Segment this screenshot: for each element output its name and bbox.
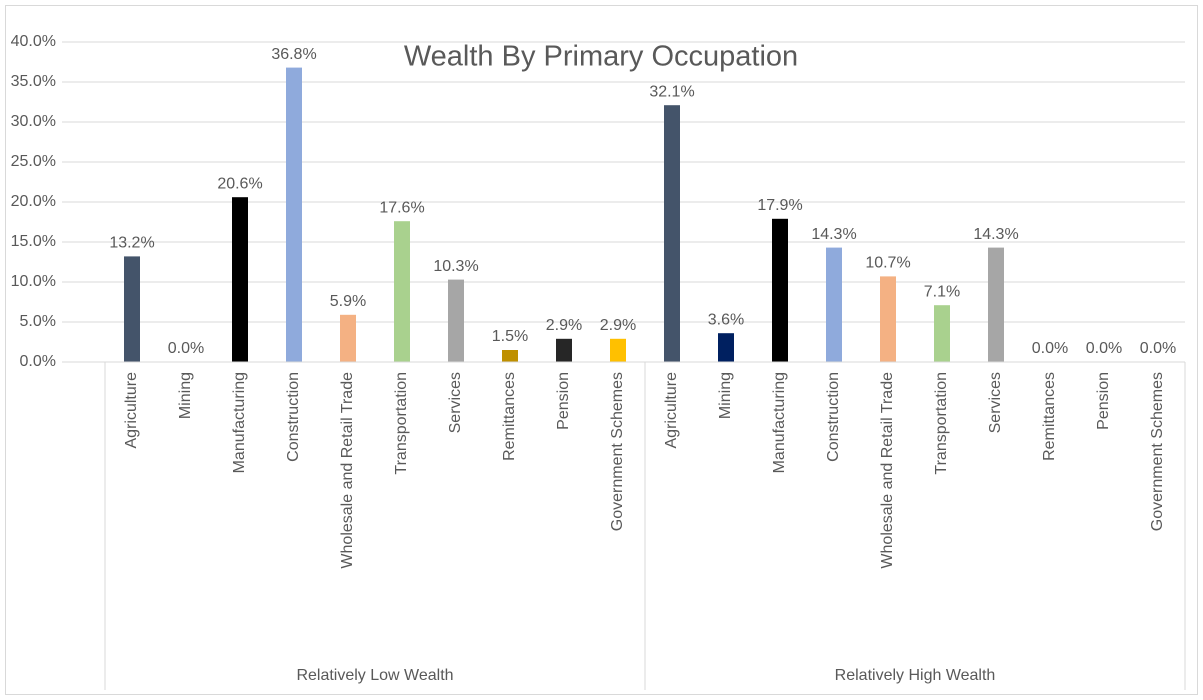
bar [880, 276, 896, 362]
data-label: 20.6% [217, 175, 262, 192]
bar [286, 67, 302, 362]
data-label: 10.7% [865, 255, 910, 272]
data-label: 3.6% [708, 311, 744, 328]
data-label: 0.0% [168, 340, 204, 357]
x-tick-label: Pension [555, 372, 572, 430]
x-tick-label: Construction [825, 372, 842, 462]
x-tick-label: Mining [177, 372, 194, 419]
x-tick-label: Transportation [393, 372, 410, 475]
data-label: 32.1% [649, 83, 694, 100]
bar [610, 338, 626, 362]
data-label: 1.5% [492, 328, 528, 345]
data-label: 0.0% [1086, 340, 1122, 357]
data-label: 36.8% [271, 46, 316, 63]
bar [502, 350, 518, 362]
x-tick-label: Transportation [933, 372, 950, 475]
y-tick-label: 30.0% [11, 113, 56, 130]
y-tick-label: 0.0% [20, 353, 56, 370]
y-tick-label: 10.0% [11, 273, 56, 290]
data-label: 2.9% [546, 317, 582, 334]
bar [934, 305, 950, 362]
y-tick-label: 25.0% [11, 153, 56, 170]
bar [556, 338, 572, 362]
bar [124, 256, 140, 362]
data-label: 7.1% [924, 283, 960, 300]
y-tick-label: 20.0% [11, 193, 56, 210]
x-tick-label: Manufacturing [771, 372, 788, 473]
data-label: 14.3% [811, 226, 856, 243]
x-tick-label: Government Schemes [609, 372, 626, 531]
y-tick-label: 15.0% [11, 233, 56, 250]
x-tick-label: Remittances [501, 372, 518, 461]
bar [718, 333, 734, 362]
x-tick-label: Construction [285, 372, 302, 462]
y-tick-label: 40.0% [11, 33, 56, 50]
x-tick-label: Government Schemes [1149, 372, 1166, 531]
bar [340, 314, 356, 362]
x-tick-label: Agriculture [663, 372, 680, 449]
data-label: 2.9% [600, 317, 636, 334]
group-label: Relatively Low Wealth [296, 667, 453, 684]
y-tick-label: 35.0% [11, 73, 56, 90]
bar [664, 105, 680, 362]
data-label: 0.0% [1032, 340, 1068, 357]
bar [826, 247, 842, 362]
data-label: 5.9% [330, 293, 366, 310]
x-tick-label: Wholesale and Retail Trade [879, 372, 896, 569]
bar [232, 197, 248, 362]
x-tick-label: Pension [1095, 372, 1112, 430]
chart-title: Wealth By Primary Occupation [404, 41, 798, 73]
bar [988, 247, 1004, 362]
group-label: Relatively High Wealth [835, 667, 996, 684]
x-tick-label: Services [987, 372, 1004, 433]
data-label: 13.2% [109, 235, 154, 252]
x-tick-label: Mining [717, 372, 734, 419]
x-tick-label: Manufacturing [231, 372, 248, 473]
data-label: 17.9% [757, 197, 802, 214]
data-label: 10.3% [433, 258, 478, 275]
x-tick-label: Wholesale and Retail Trade [339, 372, 356, 569]
bar [448, 279, 464, 362]
bar [394, 221, 410, 362]
data-label: 14.3% [973, 226, 1018, 243]
data-label: 17.6% [379, 199, 424, 216]
bar [772, 218, 788, 362]
y-tick-label: 5.0% [20, 313, 56, 330]
x-tick-label: Remittances [1041, 372, 1058, 461]
data-label: 0.0% [1140, 340, 1176, 357]
x-tick-label: Agriculture [123, 372, 140, 449]
x-tick-label: Services [447, 372, 464, 433]
